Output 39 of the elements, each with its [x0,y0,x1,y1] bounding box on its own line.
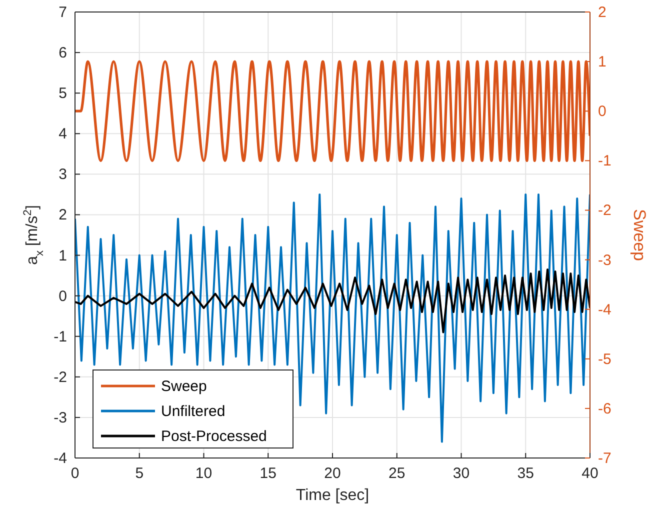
y-tick-label: 7 [58,4,67,21]
y2-tick-label: -2 [598,202,612,220]
x-tick-label: 25 [388,465,406,482]
y-tick-label: 5 [58,85,67,102]
x-tick-label: 15 [260,465,276,482]
y-tick-label: -3 [54,409,67,426]
y2-tick-label: -5 [598,350,612,368]
y2-tick-label: 1 [598,54,606,71]
x-tick-label: 5 [135,465,144,482]
x-tick-label: 40 [582,465,598,482]
y-tick-label: -2 [54,368,67,386]
x-tick-label: 30 [452,465,470,482]
x-axis-title: Time [sec] [296,487,370,504]
y2-tick-label: -6 [598,400,612,418]
legend-label: Sweep [161,378,207,395]
y2-tick-label: 0 [598,103,606,120]
y2-tick-label: -7 [598,450,612,467]
y-tick-label: 4 [58,126,67,143]
x-tick-label: 10 [195,465,212,482]
y2-tick-label: -1 [598,152,612,170]
y-tick-label: 6 [58,44,67,62]
line-series [75,268,590,334]
y-tick-label: -1 [54,328,67,346]
legend-label: Unfiltered [161,403,226,420]
y2-tick-label: -3 [598,252,612,269]
y2-tick-label: -4 [598,301,612,318]
y-tick-label: -4 [54,450,67,467]
y2-axis-title: Sweep [630,209,647,261]
y-tick-label: 1 [58,247,67,264]
y-tick-label: 3 [58,166,67,184]
x-tick-label: 20 [324,465,341,482]
legend-label: Post-Processed [161,428,267,445]
y-tick-label: 2 [58,206,67,224]
y-tick-label: 0 [58,288,67,305]
x-tick-label: 35 [517,465,534,482]
line-series [75,60,590,162]
x-tick-label: 0 [70,465,80,482]
y2-tick-label: 2 [598,4,606,21]
line-series [75,193,590,443]
